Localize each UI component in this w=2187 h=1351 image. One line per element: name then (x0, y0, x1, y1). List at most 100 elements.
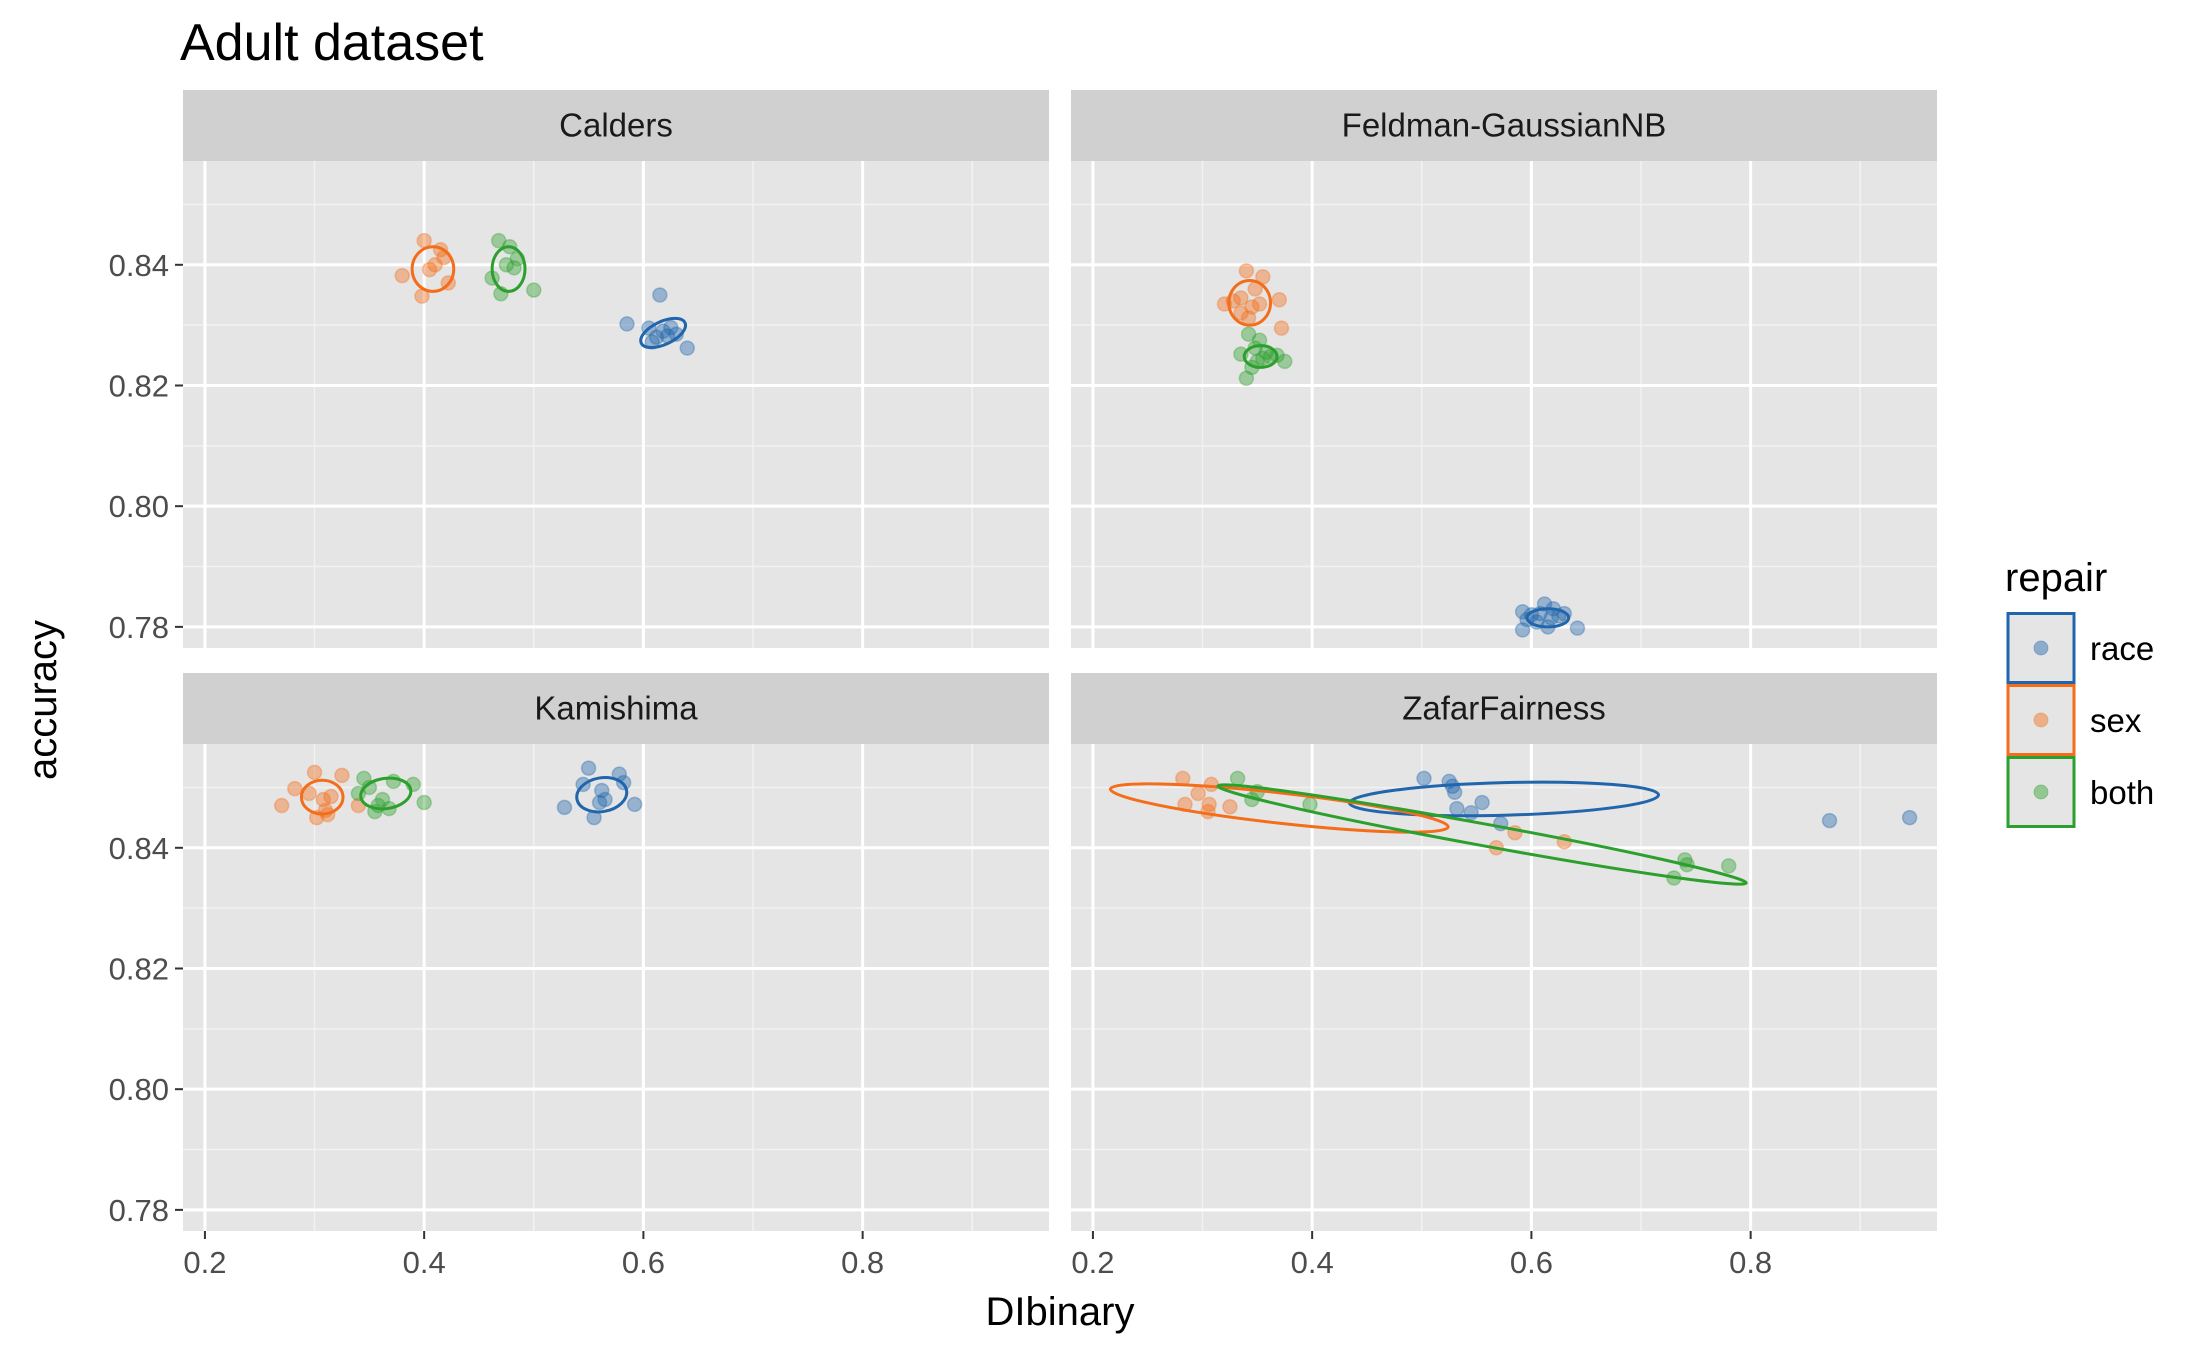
point-race (1569, 620, 1586, 636)
point-both (1251, 332, 1268, 348)
panel-feldman-gaussiannb: Feldman-GaussianNB (1071, 90, 1937, 648)
point-race (1821, 812, 1838, 829)
y-tick-label: 0.82 (109, 951, 169, 986)
x-tick-label: 0.2 (183, 1245, 226, 1280)
ellipse-sex (410, 245, 456, 293)
point-race (1449, 800, 1465, 817)
panel-data (1108, 770, 1918, 886)
point-race (1463, 805, 1479, 821)
point-sex (323, 788, 339, 805)
point-race (1416, 770, 1432, 787)
facet-label: ZafarFairness (1402, 690, 1606, 727)
ellipse-sex (1227, 278, 1273, 327)
point-sex (1238, 263, 1255, 279)
point-both (356, 770, 372, 787)
panel-data (273, 760, 643, 826)
x-tick-label: 0.4 (403, 1245, 446, 1280)
ellipse-sex (299, 778, 345, 816)
point-race (655, 323, 671, 339)
ellipse-both (1242, 344, 1279, 369)
point-sex (287, 780, 303, 797)
point-race (648, 329, 665, 345)
x-axis-label: DIbinary (986, 1290, 1135, 1334)
point-race (626, 796, 643, 813)
point-race (663, 319, 679, 336)
y-tick-label: 0.80 (109, 489, 169, 524)
x-tick-label: 0.6 (1510, 1245, 1553, 1280)
facet-strip (183, 673, 1049, 744)
point-race (1514, 622, 1531, 638)
legend-label-sex: sex (2090, 702, 2142, 739)
point-race (1446, 784, 1463, 801)
y-tick-label: 0.80 (109, 1072, 169, 1107)
point-race (1474, 794, 1490, 811)
legend-key-race (2006, 612, 2076, 684)
ellipse-race (639, 316, 688, 350)
point-sex (273, 797, 290, 814)
legend-label-race: race (2090, 630, 2154, 667)
point-both (526, 282, 542, 298)
point-sex (1273, 320, 1290, 336)
ellipse-sex (1108, 782, 1450, 834)
y-tick-label: 0.82 (109, 368, 169, 403)
point-both (416, 794, 432, 811)
facet-label: Kamishima (534, 690, 698, 727)
facet-strip (183, 90, 1049, 161)
point-race (644, 334, 660, 350)
legend-dot-both (2033, 784, 2049, 800)
point-both (506, 260, 522, 276)
point-race (619, 316, 635, 332)
point-both (498, 257, 515, 273)
point-sex (1203, 776, 1220, 793)
panel-zafarfairness: ZafarFairness (1071, 673, 1937, 1231)
point-race (652, 287, 668, 303)
facet-label: Calders (559, 107, 673, 144)
y-tick-label: 0.84 (109, 831, 169, 866)
x-tick-label: 0.8 (1729, 1245, 1772, 1280)
point-sex (1271, 292, 1288, 308)
panel-kamishima: Kamishima (183, 673, 1049, 1231)
panel-background (183, 161, 1049, 648)
point-race (679, 340, 696, 356)
point-both (490, 232, 507, 249)
point-race (668, 326, 685, 342)
legend-dot-sex (2033, 712, 2049, 728)
ellipse-race (575, 775, 629, 814)
legend-title: repair (2005, 556, 2107, 600)
point-sex (421, 261, 438, 278)
point-both (1277, 353, 1293, 370)
point-sex (1201, 796, 1217, 813)
point-sex (334, 767, 350, 784)
point-sex (1233, 305, 1249, 321)
y-axis-ticks: 0.78 0.80 0.82 0.84 0.78 0.80 0.82 0.84 (109, 248, 183, 1228)
point-sex (1190, 785, 1206, 802)
point-sex (394, 267, 410, 284)
point-both (1238, 370, 1255, 386)
legend-label-both: both (2090, 774, 2154, 811)
chart-title: Adult dataset (180, 14, 484, 72)
point-both (1255, 350, 1271, 367)
y-tick-label: 0.84 (109, 248, 169, 283)
facet-strip (1071, 673, 1937, 744)
panel-data (394, 232, 696, 356)
panel-calders: Calders (183, 90, 1049, 648)
ellipse-both (1216, 783, 1748, 886)
legend-dot-race (2033, 640, 2049, 656)
point-sex (306, 764, 323, 781)
point-race (580, 760, 597, 776)
panel-background (1071, 161, 1937, 648)
point-both (361, 779, 378, 796)
point-race (556, 799, 573, 816)
point-both (374, 791, 391, 808)
ellipse-race (1525, 607, 1571, 629)
point-race (1543, 610, 1559, 626)
x-tick-label: 0.4 (1291, 1245, 1334, 1280)
x-tick-label: 0.8 (841, 1245, 884, 1280)
legend: repair race sex both (2005, 556, 2154, 828)
facet-strip (1071, 90, 1937, 161)
point-sex (1233, 290, 1249, 306)
facet-label: Feldman-GaussianNB (1342, 107, 1667, 144)
ellipse-both (490, 245, 527, 293)
point-both (1229, 770, 1246, 787)
point-sex (315, 791, 332, 808)
